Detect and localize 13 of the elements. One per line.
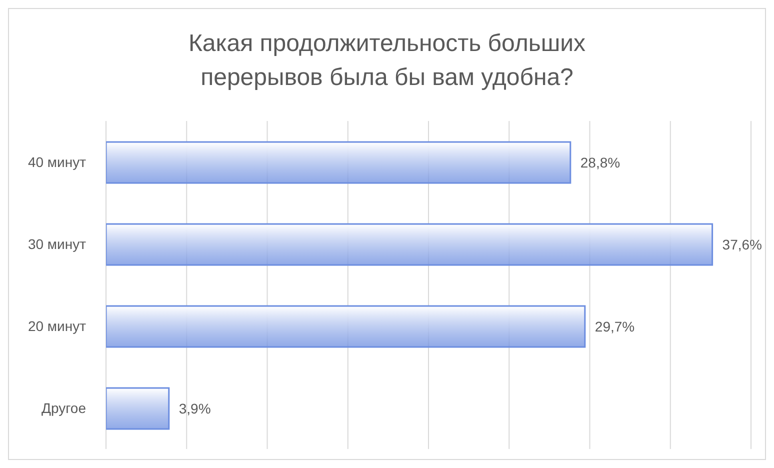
bar (106, 305, 586, 348)
data-label: 28,8% (580, 154, 620, 170)
data-label: 29,7% (594, 318, 635, 334)
y-tick-label: 40 минут (28, 154, 87, 170)
data-label: 3,9% (178, 400, 211, 416)
data-label: 37,6% (722, 236, 762, 252)
bar (106, 223, 714, 266)
bar (106, 141, 572, 184)
y-tick-label: 20 минут (28, 318, 87, 334)
chart-title: Какая продолжительность больших перерывов была бы вам удобна? (187, 29, 587, 93)
y-tick-label: 30 минут (28, 236, 87, 252)
bar (106, 387, 170, 430)
y-tick-label: Другое (42, 400, 86, 416)
